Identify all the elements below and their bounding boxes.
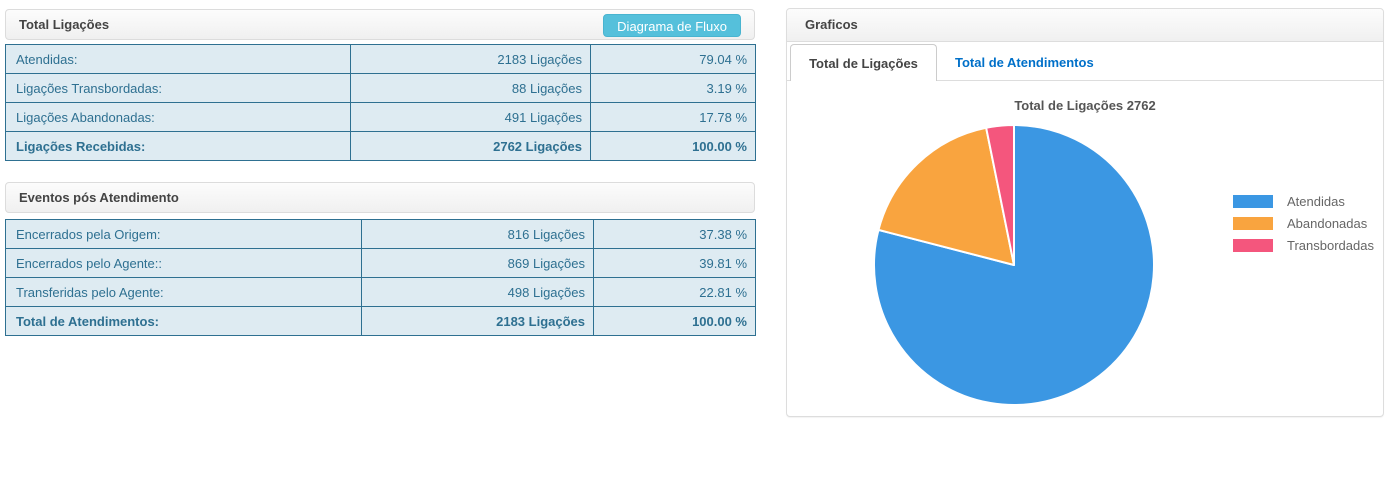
row-percent: 17.78 %: [590, 102, 756, 132]
eventos-table: Encerrados pela Origem: 816 Ligações 37.…: [5, 219, 756, 336]
row-percent: 100.00 %: [593, 306, 756, 336]
row-percent: 3.19 %: [590, 73, 756, 103]
legend-swatch-abandonadas: [1233, 217, 1273, 230]
row-label: Ligações Recebidas:: [5, 131, 351, 161]
tab-total-de-atendimentos[interactable]: Total de Atendimentos: [955, 54, 1094, 70]
legend-item: Abandonadas: [1233, 216, 1374, 231]
row-label: Total de Atendimentos:: [5, 306, 362, 336]
row-label: Atendidas:: [5, 44, 351, 74]
graficos-header: Graficos: [787, 9, 1383, 42]
row-label: Ligações Transbordadas:: [5, 73, 351, 103]
chart-tabstrip: Total de Ligações Total de Atendimentos: [787, 42, 1383, 81]
total-ligacoes-title: Total Ligações: [19, 17, 110, 32]
row-label: Encerrados pela Origem:: [5, 219, 362, 249]
legend-swatch-atendidas: [1233, 195, 1273, 208]
graficos-panel: Graficos Total de Ligações Total de Aten…: [786, 8, 1384, 417]
total-ligacoes-table: Atendidas: 2183 Ligações 79.04 % Ligaçõe…: [5, 44, 756, 161]
graficos-title: Graficos: [805, 17, 858, 32]
row-percent: 39.81 %: [593, 248, 756, 278]
pie-slice-abandonadas[interactable]: [877, 126, 1015, 266]
table-row: Encerrados pelo Agente:: 869 Ligações 39…: [5, 248, 756, 278]
legend-item: Transbordadas: [1233, 238, 1374, 253]
pie-chart: [873, 124, 1155, 406]
pie-chart-area: Total de Ligações 2762 Atendidas Abandon…: [787, 81, 1383, 418]
row-value: 498 Ligações: [361, 277, 594, 307]
row-value: 816 Ligações: [361, 219, 594, 249]
row-value: 491 Ligações: [350, 102, 591, 132]
table-row-total: Ligações Recebidas: 2762 Ligações 100.00…: [5, 131, 756, 161]
row-label: Encerrados pelo Agente::: [5, 248, 362, 278]
chart-legend: Atendidas Abandonadas Transbordadas: [1233, 194, 1374, 261]
diagrama-de-fluxo-button[interactable]: Diagrama de Fluxo: [603, 14, 741, 37]
table-row: Ligações Transbordadas: 88 Ligações 3.19…: [5, 73, 756, 103]
row-percent: 22.81 %: [593, 277, 756, 307]
table-row: Encerrados pela Origem: 816 Ligações 37.…: [5, 219, 756, 249]
row-value: 88 Ligações: [350, 73, 591, 103]
legend-swatch-transbordadas: [1233, 239, 1273, 252]
row-percent: 37.38 %: [593, 219, 756, 249]
row-percent: 79.04 %: [590, 44, 756, 74]
table-row: Atendidas: 2183 Ligações 79.04 %: [5, 44, 756, 74]
row-percent: 100.00 %: [590, 131, 756, 161]
row-value: 2183 Ligações: [361, 306, 594, 336]
legend-label: Atendidas: [1287, 194, 1345, 209]
eventos-title: Eventos pós Atendimento: [19, 190, 179, 205]
legend-label: Abandonadas: [1287, 216, 1368, 231]
table-row: Transferidas pelo Agente: 498 Ligações 2…: [5, 277, 756, 307]
row-value: 2762 Ligações: [350, 131, 591, 161]
table-row: Ligações Abandonadas: 491 Ligações 17.78…: [5, 102, 756, 132]
row-value: 869 Ligações: [361, 248, 594, 278]
chart-title: Total de Ligações 2762: [1014, 98, 1156, 113]
row-value: 2183 Ligações: [350, 44, 591, 74]
eventos-header: Eventos pós Atendimento: [5, 182, 755, 213]
row-label: Transferidas pelo Agente:: [5, 277, 362, 307]
tab-total-de-ligacoes[interactable]: Total de Ligações: [790, 44, 937, 81]
pie-slice-transbordadas[interactable]: [985, 124, 1015, 266]
total-ligacoes-header: Total Ligações Diagrama de Fluxo: [5, 9, 755, 40]
legend-label: Transbordadas: [1287, 238, 1374, 253]
table-row-total: Total de Atendimentos: 2183 Ligações 100…: [5, 306, 756, 336]
legend-item: Atendidas: [1233, 194, 1374, 209]
row-label: Ligações Abandonadas:: [5, 102, 351, 132]
